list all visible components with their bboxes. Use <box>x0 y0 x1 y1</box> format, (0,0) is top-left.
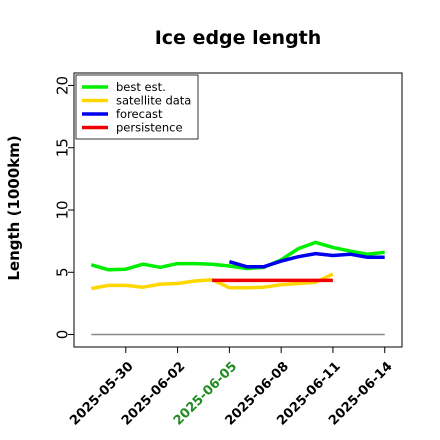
x-ticks: 2025-05-302025-06-022025-06-052025-06-08… <box>67 347 396 429</box>
chart-title: Ice edge length <box>155 27 322 49</box>
series-line-forecast <box>228 251 385 269</box>
y-ticks: 0 5 10 15 20 <box>53 76 74 339</box>
legend-label: forecast <box>116 107 163 121</box>
y-tick-label: 0 <box>53 330 71 340</box>
y-tick-label: 5 <box>53 267 71 277</box>
legend-label: best est. <box>116 80 166 94</box>
legend-label: persistence <box>116 121 183 135</box>
y-tick-label: 15 <box>53 138 71 157</box>
series-line-best-est <box>90 240 385 272</box>
y-tick-label: 10 <box>53 200 71 219</box>
series-layer <box>90 240 385 336</box>
legend: best est.satellite dataforecastpersisten… <box>75 74 199 140</box>
y-tick-label: 20 <box>53 76 71 95</box>
y-axis-label: Length (1000km) <box>5 135 23 280</box>
legend-label: satellite data <box>116 94 191 108</box>
